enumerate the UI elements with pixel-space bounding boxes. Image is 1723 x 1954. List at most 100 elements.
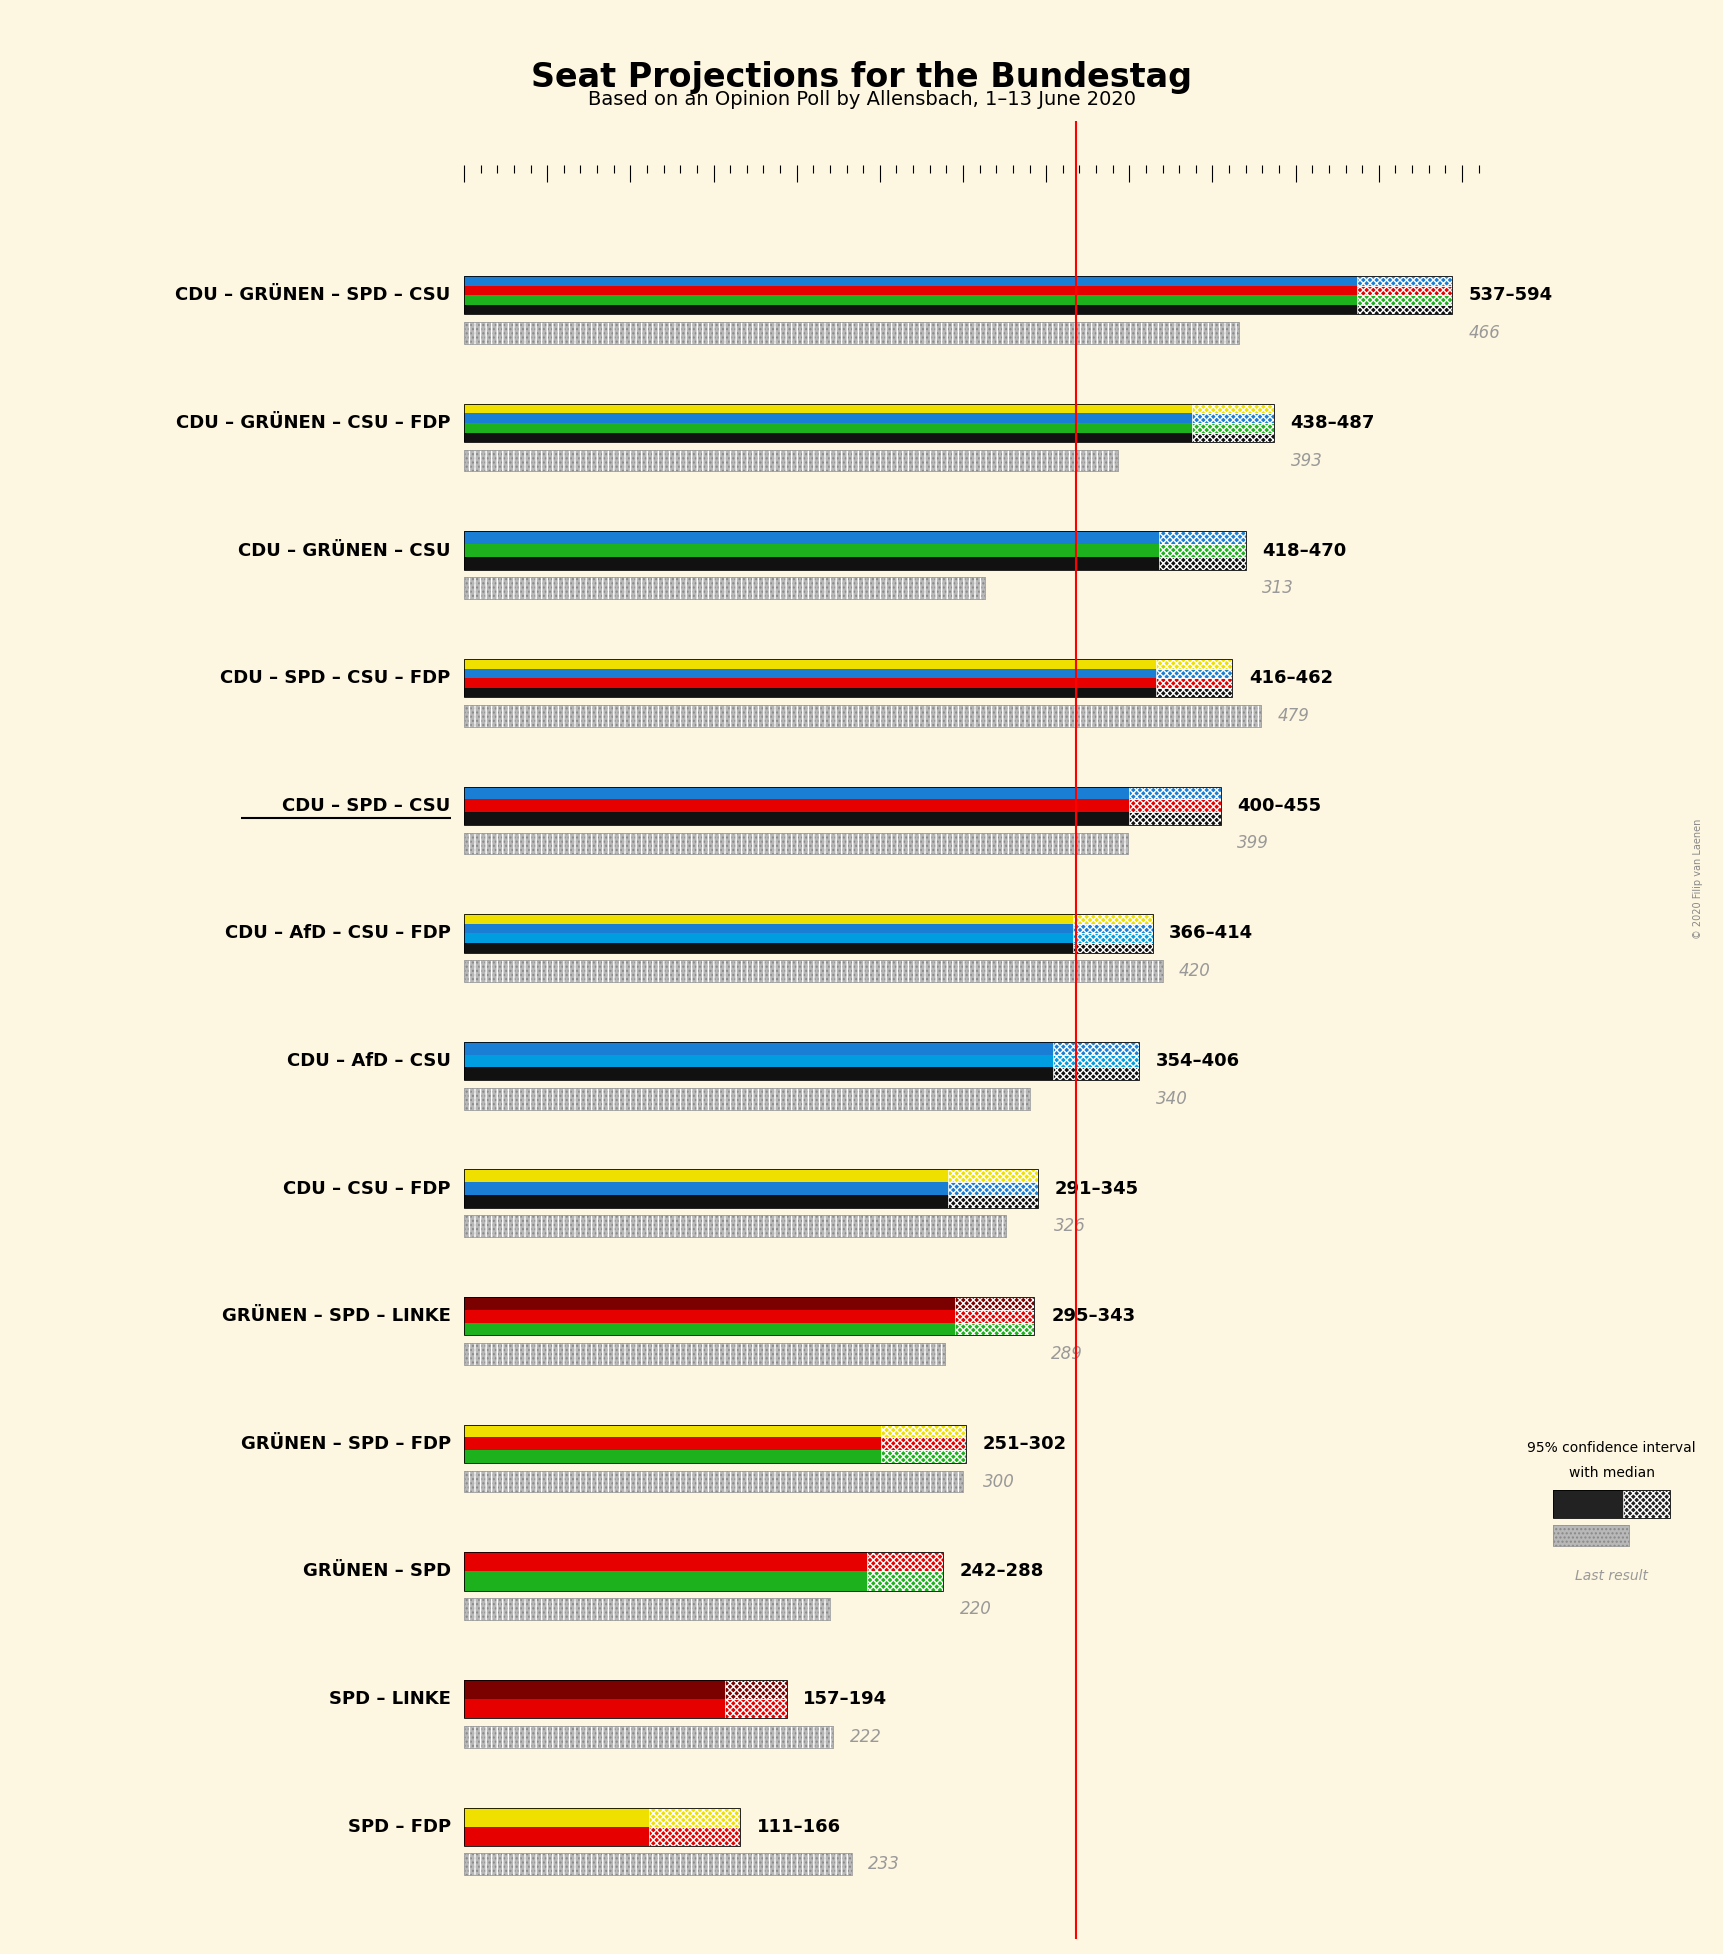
Bar [463,1725,832,1747]
Text: with median: with median [1568,1466,1654,1481]
Bar [463,1598,829,1620]
Bar [463,449,1117,471]
Bar [463,1041,1139,1081]
Bar [463,705,1260,727]
Bar [1158,545,1246,557]
Text: 222: 222 [849,1727,880,1745]
Bar [1072,944,1153,952]
Bar [463,705,1260,727]
Bar [463,576,984,600]
Bar [648,1807,739,1827]
Text: Seat Projections for the Bundestag: Seat Projections for the Bundestag [531,61,1192,94]
Text: CDU – GRÜNEN – CSU: CDU – GRÜNEN – CSU [238,541,450,559]
Bar [463,1196,948,1208]
Bar [1552,1524,1628,1546]
Bar [463,832,1127,854]
Text: 399: 399 [1237,834,1268,852]
Bar [463,422,1192,432]
Text: CDU – SPD – CSU: CDU – SPD – CSU [283,797,450,815]
Bar [725,1680,786,1700]
Bar [1129,813,1220,825]
Bar [463,787,1129,799]
Bar [463,705,1260,727]
Bar [1053,1055,1139,1067]
Bar [1192,432,1273,442]
Bar [463,1551,867,1571]
Text: CDU – CSU – FDP: CDU – CSU – FDP [283,1180,450,1198]
Bar [1072,924,1153,934]
Bar [463,1342,944,1364]
Bar [1552,1524,1628,1546]
Text: 291–345: 291–345 [1054,1180,1137,1198]
Bar [463,1725,832,1747]
Text: 251–302: 251–302 [982,1434,1067,1454]
Text: CDU – SPD – CSU – FDP: CDU – SPD – CSU – FDP [221,668,450,688]
Bar [463,1342,944,1364]
Bar [463,432,1192,442]
Bar [463,1680,786,1718]
Text: 326: 326 [1054,1217,1085,1235]
Text: 242–288: 242–288 [960,1563,1044,1581]
Text: 157–194: 157–194 [803,1690,887,1708]
Bar [463,322,1239,344]
Bar [463,1598,829,1620]
Text: 340: 340 [1154,1090,1187,1108]
Bar [1623,1489,1670,1518]
Text: 416–462: 416–462 [1249,668,1332,688]
Bar [1356,276,1451,285]
Bar [725,1700,786,1718]
Bar [463,1088,1029,1110]
Text: CDU – GRÜNEN – SPD – CSU: CDU – GRÜNEN – SPD – CSU [176,287,450,305]
Bar [648,1807,739,1827]
Bar [463,449,1117,471]
Bar [463,959,1161,983]
Bar [463,449,1117,471]
Text: GRÜNEN – SPD – LINKE: GRÜNEN – SPD – LINKE [222,1307,450,1325]
Bar [463,799,1129,813]
Text: 366–414: 366–414 [1168,924,1253,942]
Bar [1158,557,1246,571]
Bar [1154,658,1232,668]
Bar [1158,531,1246,545]
Bar [463,678,1154,688]
Bar [463,658,1232,698]
Bar [1552,1524,1628,1546]
Bar [463,1471,963,1493]
Text: 466: 466 [1468,324,1499,342]
Bar [880,1450,967,1464]
Text: Last result: Last result [1575,1569,1647,1583]
Bar [1053,1041,1139,1055]
Bar [1552,1489,1623,1518]
Bar [1154,678,1232,688]
Bar [463,1297,955,1309]
Bar [463,832,1127,854]
Bar [463,1088,1029,1110]
Bar [1192,422,1273,432]
Bar [948,1196,1037,1208]
Bar [463,1471,963,1493]
Bar [463,276,1356,285]
Bar [463,914,1072,924]
Bar [463,305,1356,315]
Bar [1154,688,1232,698]
Bar [463,1170,1037,1208]
Bar [463,1700,725,1718]
Text: 95% confidence interval: 95% confidence interval [1527,1440,1695,1454]
Bar [867,1571,942,1591]
Text: CDU – GRÜNEN – CSU – FDP: CDU – GRÜNEN – CSU – FDP [176,414,450,432]
Bar [1154,688,1232,698]
Bar [1356,295,1451,305]
Bar [463,1215,1006,1237]
Bar [1129,787,1220,799]
Bar [1072,924,1153,934]
Bar [463,934,1072,944]
Text: 295–343: 295–343 [1051,1307,1135,1325]
Bar [880,1424,967,1438]
Bar [1053,1041,1139,1055]
Text: GRÜNEN – SPD: GRÜNEN – SPD [303,1563,450,1581]
Bar [463,1088,1029,1110]
Bar [463,576,984,600]
Bar [1356,295,1451,305]
Bar [463,322,1239,344]
Bar [1072,934,1153,944]
